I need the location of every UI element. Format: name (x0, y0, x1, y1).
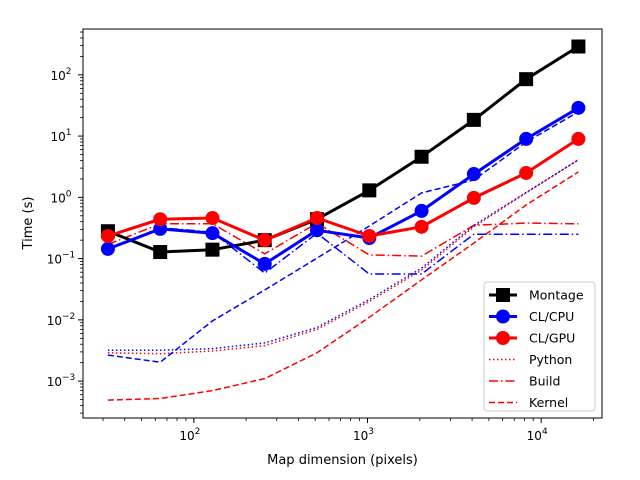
data-point-square (466, 112, 481, 127)
data-point-circle (100, 228, 115, 243)
data-point-circle (362, 228, 377, 243)
data-point-circle (257, 256, 272, 271)
tick-label: 10−2 (47, 312, 76, 328)
legend-label: Build (529, 374, 560, 389)
data-point-circle (153, 221, 168, 236)
tick-label: 100 (50, 189, 71, 205)
data-point-circle (414, 219, 429, 234)
data-point-square (414, 149, 429, 164)
series-line-montage-0 (107, 45, 580, 254)
data-point-square (153, 245, 168, 260)
data-point-circle (310, 223, 325, 238)
legend-box (483, 281, 596, 412)
series-group (100, 39, 586, 401)
tick-label: 102 (50, 67, 71, 83)
data-point-circle (519, 131, 534, 146)
tick-label: 104 (527, 427, 548, 443)
plot-frame (82, 28, 603, 419)
series-line-unnamed-6 (107, 159, 579, 351)
legend-label: Python (529, 352, 572, 367)
ticks-layer: 102 103 104 10−3 10−2 10−1 100 101 102 (47, 31, 594, 443)
data-point-circle (205, 211, 220, 226)
legend: Montage CL/CPU CL/GPU Python Build Kernel (483, 281, 596, 412)
data-point-circle (153, 212, 168, 227)
tick-label: 10−3 (47, 373, 76, 389)
data-point-circle (100, 241, 115, 256)
legend-label: CL/GPU (529, 331, 575, 346)
legend-label: CL/CPU (529, 309, 574, 324)
y-axis-label: Time (s) (21, 197, 36, 251)
series-line-unnamed-8 (107, 111, 579, 363)
legend-label: Kernel (529, 395, 568, 410)
data-point-circle (466, 167, 481, 182)
data-point-square (362, 183, 377, 198)
data-point-circle (205, 226, 220, 241)
series-line-cl-gpu-2 (107, 137, 580, 242)
legend-marker-square (496, 288, 510, 302)
x-axis-label: Map dimension (pixels) (267, 453, 418, 468)
data-point-circle (571, 131, 586, 146)
tick-label: 102 (179, 427, 200, 443)
data-point-square (205, 242, 220, 257)
legend-marker-circle (496, 309, 510, 324)
data-point-circle (310, 211, 325, 226)
series-line-cl-cpu-1 (107, 106, 580, 266)
tick-label: 10−1 (47, 251, 76, 267)
legend-label: Montage (529, 288, 584, 303)
data-point-circle (466, 190, 481, 205)
data-point-circle (519, 165, 534, 180)
legend-marker-circle (496, 331, 510, 345)
series-layer (100, 39, 586, 401)
series-line-kernel-5 (107, 171, 579, 401)
series-line-build-4 (107, 222, 579, 257)
data-point-square (519, 72, 534, 87)
data-point-circle (257, 233, 272, 248)
data-point-circle (414, 203, 429, 218)
tick-label: 103 (353, 427, 374, 443)
data-point-circle (571, 100, 586, 115)
data-point-square (571, 39, 586, 54)
tick-label: 101 (50, 128, 71, 144)
